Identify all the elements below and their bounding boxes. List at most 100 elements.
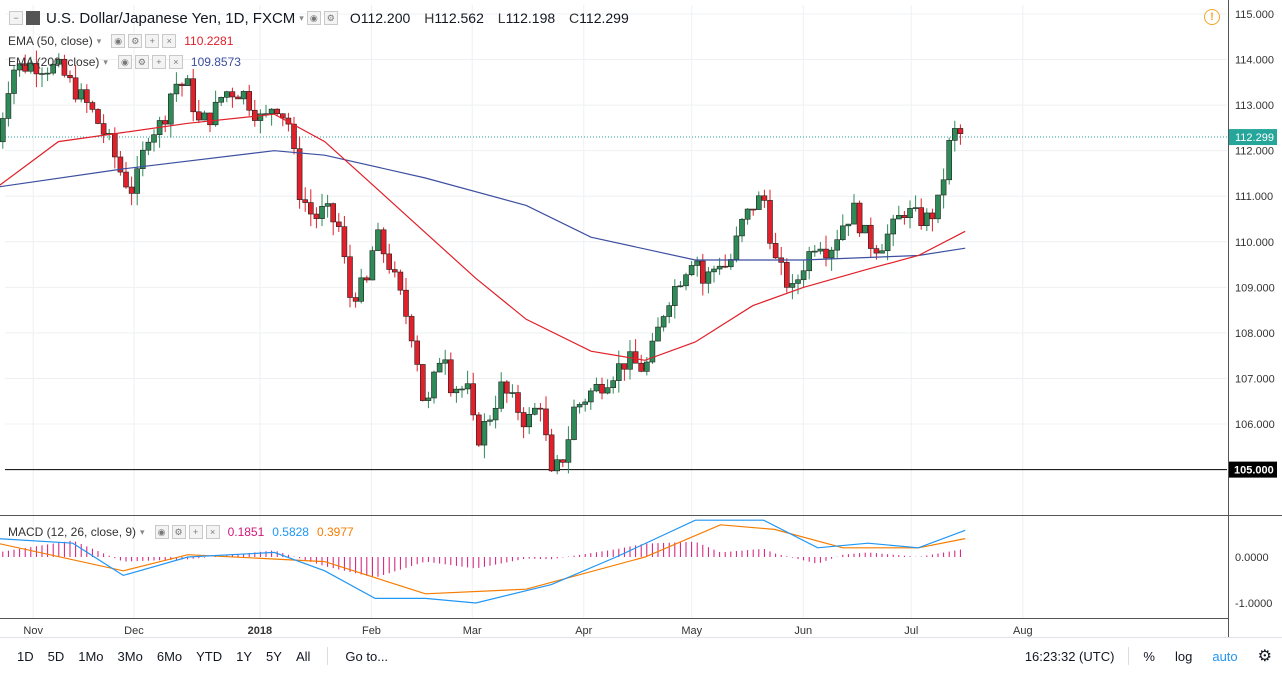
- range-1mo-button[interactable]: 1Mo: [78, 648, 104, 664]
- candle-body: [767, 200, 773, 244]
- candle-body: [929, 212, 936, 220]
- ema50-visibility-icon[interactable]: ◉: [111, 34, 126, 48]
- ema50-label[interactable]: EMA (50, close): [8, 34, 93, 48]
- percent-scale-button[interactable]: %: [1143, 648, 1155, 664]
- candle-body: [800, 270, 807, 281]
- goto-button[interactable]: Go to...: [345, 648, 389, 664]
- candle-body: [151, 134, 157, 143]
- candles: [0, 50, 964, 475]
- candle-body: [946, 140, 953, 181]
- ema50-add-icon[interactable]: +: [145, 34, 160, 48]
- candle-body: [162, 120, 169, 125]
- range-5d-button[interactable]: 5D: [47, 648, 65, 664]
- candle-body: [464, 383, 471, 390]
- candle-body: [347, 256, 353, 298]
- time-tick-label: Apr: [575, 625, 592, 637]
- candle-body: [184, 78, 191, 86]
- candle-body: [823, 248, 829, 259]
- candle-body: [504, 381, 510, 394]
- candle-body: [436, 362, 443, 373]
- warning-icon[interactable]: !: [1204, 9, 1220, 25]
- ema200-close-icon[interactable]: ×: [168, 55, 183, 69]
- settings-icon[interactable]: ⚙: [323, 11, 338, 25]
- macd-add-icon[interactable]: +: [188, 525, 203, 539]
- candle-body: [621, 363, 628, 370]
- candle-body: [442, 359, 449, 364]
- symbol-dropdown-icon[interactable]: ▾: [299, 12, 304, 23]
- candle-body: [190, 78, 197, 113]
- range-1d-button[interactable]: 1D: [17, 648, 34, 664]
- range-3mo-button[interactable]: 3Mo: [117, 648, 143, 664]
- candle-body: [722, 265, 729, 268]
- open-label: O: [349, 10, 361, 26]
- ema200-visibility-icon[interactable]: ◉: [117, 55, 132, 69]
- candle-body: [593, 383, 600, 392]
- candle-body: [296, 148, 303, 200]
- symbol-title[interactable]: U.S. Dollar/Japanese Yen, 1D, FXCM: [46, 9, 296, 27]
- candle-body: [492, 407, 499, 421]
- macd-visibility-icon[interactable]: ◉: [154, 525, 169, 539]
- candle-body: [711, 268, 717, 273]
- candle-body: [851, 202, 857, 225]
- price-tick-label: 113.000: [1235, 100, 1274, 112]
- price-tick-label: 109.000: [1235, 282, 1275, 294]
- open-value: 112.200: [360, 10, 411, 26]
- candle-body: [733, 235, 740, 260]
- candle-body: [856, 202, 863, 234]
- candle-body: [28, 63, 34, 72]
- auto-scale-button[interactable]: auto: [1212, 648, 1238, 664]
- candle-body: [532, 407, 538, 415]
- candle-body: [756, 195, 762, 210]
- range-6mo-button[interactable]: 6Mo: [156, 648, 183, 664]
- high-value: 112.562: [434, 10, 484, 26]
- macd-settings-icon[interactable]: ⚙: [171, 525, 186, 539]
- log-scale-button[interactable]: log: [1174, 648, 1193, 664]
- candle-body: [649, 340, 656, 363]
- ema200-label[interactable]: EMA (200, close): [8, 55, 100, 69]
- high-label: H: [424, 10, 435, 26]
- macd-label[interactable]: MACD (12, 26, close, 9): [8, 525, 137, 539]
- ema200-add-icon[interactable]: +: [151, 55, 166, 69]
- candle-body: [257, 113, 264, 121]
- time-tick-label: May: [681, 625, 702, 637]
- visibility-icon[interactable]: ◉: [306, 11, 321, 25]
- macd-tick-label: -1.0000: [1235, 598, 1272, 610]
- candle-body: [386, 253, 393, 270]
- candle-body: [924, 212, 930, 226]
- candle-body: [16, 63, 23, 71]
- macd-dropdown-icon[interactable]: ▾: [140, 526, 145, 537]
- gear-icon[interactable]: ⚙: [1257, 648, 1272, 665]
- candle-body: [476, 414, 482, 446]
- candle-body: [268, 108, 275, 114]
- range-1y-button[interactable]: 1Y: [236, 648, 253, 664]
- range-ytd-button[interactable]: YTD: [196, 648, 223, 664]
- time-tick-label: Aug: [1013, 625, 1033, 637]
- candle-body: [694, 260, 701, 266]
- candle-body: [789, 283, 796, 288]
- range-all-button[interactable]: All: [295, 648, 311, 664]
- range-5y-button[interactable]: 5Y: [266, 648, 282, 664]
- clock-readout: 16:23:32 (UTC): [1024, 648, 1115, 664]
- macd-close-icon[interactable]: ×: [205, 525, 220, 539]
- symbol-color-icon: [26, 11, 40, 25]
- close-label: C: [569, 10, 580, 26]
- candle-body: [308, 202, 314, 215]
- candle-body: [375, 229, 381, 251]
- ema200-settings-icon[interactable]: ⚙: [134, 55, 149, 69]
- candle-body: [520, 412, 527, 428]
- price-chart[interactable]: 115.000 114.000 113.000 112.000 111.000 110.0…: [0, 0, 1282, 637]
- collapse-icon[interactable]: −: [9, 11, 23, 25]
- ema50-close-icon[interactable]: ×: [162, 34, 177, 48]
- candle-body: [403, 289, 409, 317]
- candle-body: [761, 195, 768, 201]
- time-tick-label: 2018: [248, 625, 272, 637]
- ema200-dropdown-icon[interactable]: ▾: [103, 56, 108, 67]
- ema50-dropdown-icon[interactable]: ▾: [96, 35, 102, 46]
- candle-body: [252, 109, 258, 121]
- candle-body: [666, 305, 673, 317]
- candle-body: [56, 58, 62, 65]
- candle-body: [952, 128, 958, 141]
- candle-body: [67, 75, 73, 79]
- candle-body: [123, 171, 129, 188]
- ema50-settings-icon[interactable]: ⚙: [128, 34, 143, 48]
